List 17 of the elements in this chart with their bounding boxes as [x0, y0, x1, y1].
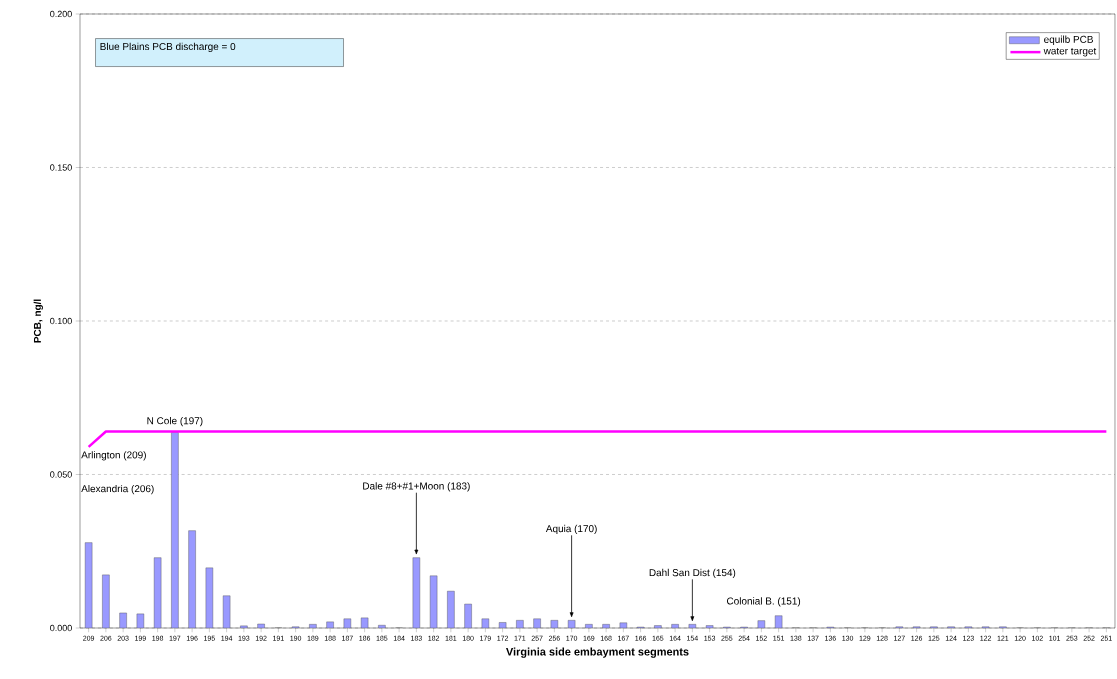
- annotation: Colonial B. (151): [727, 597, 801, 607]
- annotation: Arlington (209): [81, 451, 146, 461]
- legend-label: equilb PCB: [1044, 35, 1093, 45]
- annotation: Alexandria (206): [81, 484, 154, 495]
- y-tick-label: 0.100: [50, 317, 72, 325]
- annotation: Dahl San Dist (154): [649, 568, 736, 579]
- y-tick-label: 0.200: [50, 10, 72, 18]
- y-axis-title: PCB, ng/l: [33, 299, 43, 343]
- y-tick-label: 0.000: [50, 624, 72, 632]
- legend-label: water target: [1043, 47, 1097, 57]
- annotation: Blue Plains PCB discharge = 0: [100, 42, 236, 53]
- annotation: Aquia (170): [545, 524, 597, 535]
- annotation: N Cole (197): [147, 416, 203, 427]
- y-tick-label: 0.050: [50, 471, 72, 478]
- annotation: Dale #8+#1+Moon (183): [363, 482, 470, 492]
- x-axis-title: Virginia side embayment segments: [506, 647, 689, 658]
- y-tick-label: 0.150: [50, 164, 72, 171]
